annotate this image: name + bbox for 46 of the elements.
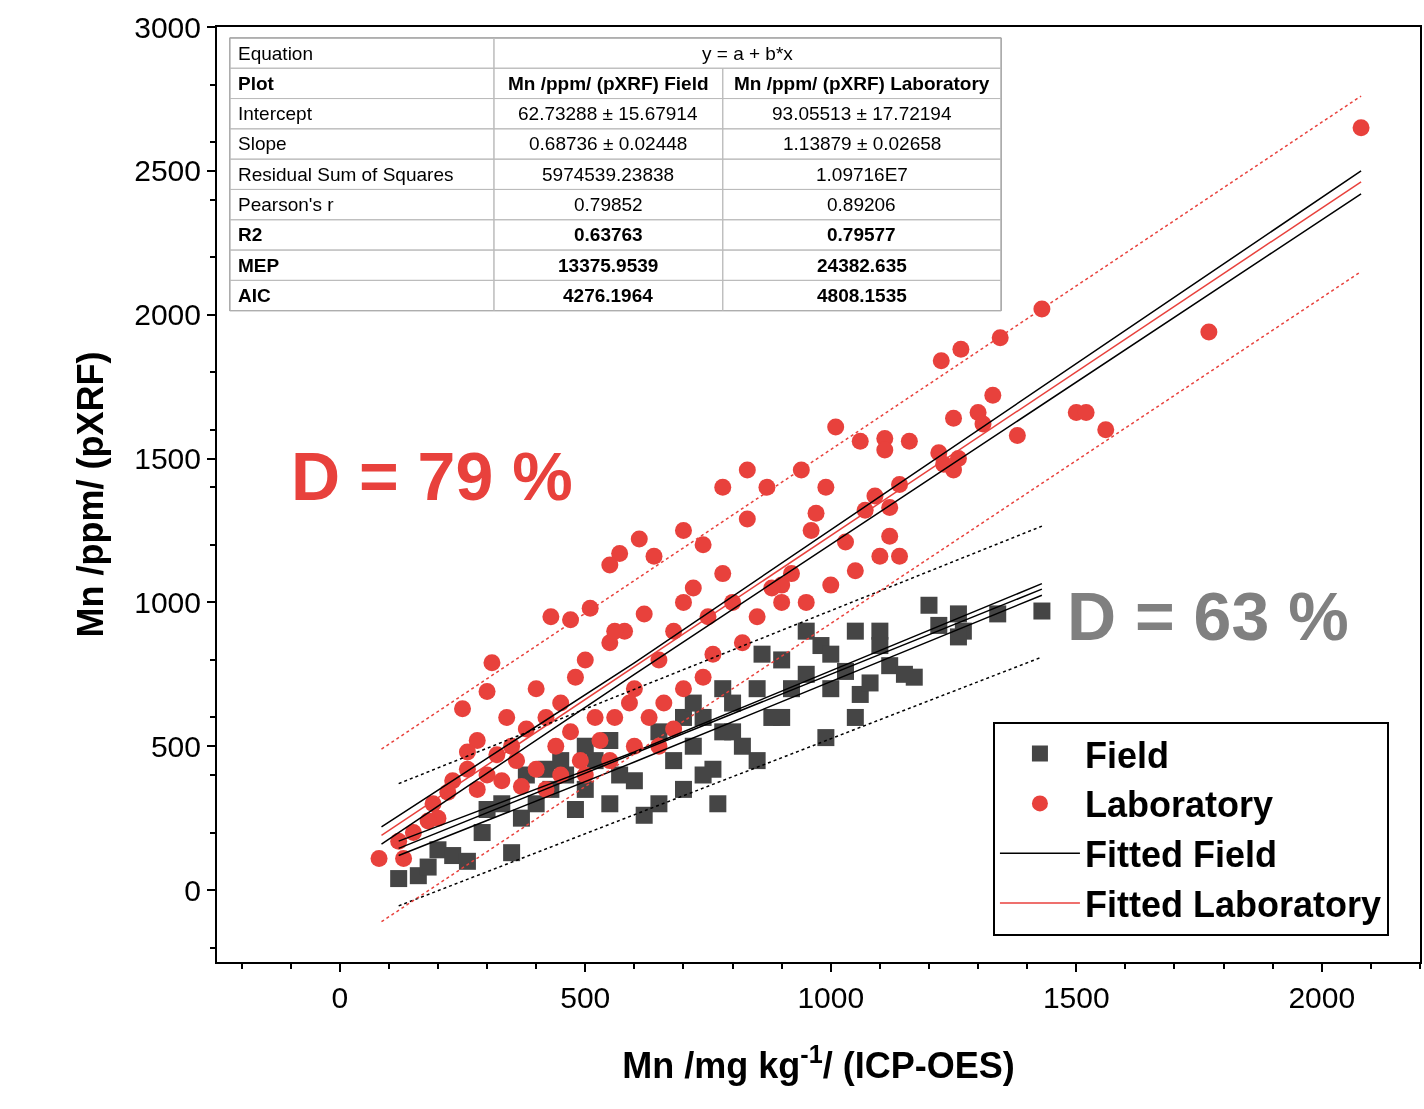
annotation: 93.05513 ± 17.72194 (772, 103, 952, 124)
y-axis-title: Mn /ppm/ (pXRF) (69, 351, 111, 638)
annotation: 4276.1964 (563, 285, 654, 306)
annotation: Equation (238, 43, 314, 64)
annotation: y = a + b*x (702, 43, 794, 64)
annotation: 13375.9539 (558, 255, 659, 276)
y-tick-label: 0 (184, 873, 201, 907)
y-tick-label: 2000 (134, 298, 201, 332)
x-tick-label: 1500 (1042, 981, 1110, 1014)
annotation: 0.89206 (827, 194, 896, 215)
annotation: 5974539.23838 (542, 164, 675, 185)
annotation: Plot (238, 73, 275, 94)
annotation: Mn /ppm/ (pXRF) Laboratory (734, 73, 990, 94)
annotation: R2 (238, 224, 263, 245)
annotation: MEP (238, 255, 280, 276)
annotation: 4808.1535 (817, 285, 908, 306)
annotation: 0.79577 (827, 224, 896, 245)
legend-label: Fitted Laboratory (1084, 884, 1381, 926)
annotation: Intercept (238, 103, 313, 124)
annotation: AIC (238, 285, 271, 306)
y-tick-label: 1000 (134, 585, 201, 619)
annotation: Residual Sum of Squares (238, 164, 454, 185)
annotation: 1.09716E7 (816, 164, 908, 185)
legend-label: Laboratory (1084, 784, 1273, 826)
y-tick-label: 3000 (134, 10, 201, 44)
annotation: D = 63 % (1067, 578, 1349, 654)
annotation: 0.63763 (574, 224, 643, 245)
x-axis-title: Mn /mg kg$^{-1}$/ (ICP-OES) (622, 1040, 1015, 1087)
annotation: D = 79 % (291, 438, 573, 514)
annotation: 24382.635 (817, 255, 908, 276)
annotation: 1.13879 ± 0.02658 (783, 133, 942, 154)
annotation: 62.73288 ± 15.67914 (518, 103, 698, 124)
y-tick-label: 2500 (134, 154, 201, 188)
x-tick-label: 1000 (797, 981, 865, 1014)
annotation: Slope (238, 133, 287, 154)
annotation: Mn /ppm/ (pXRF) Field (508, 73, 709, 94)
x-tick-label: 0 (331, 981, 349, 1014)
y-tick-label: 500 (150, 729, 201, 763)
legend-label: Field (1084, 734, 1169, 776)
annotation: 0.68736 ± 0.02448 (529, 133, 688, 154)
y-tick-label: 1500 (134, 442, 201, 476)
x-tick-label: 500 (560, 981, 611, 1014)
annotation: Pearson's r (238, 194, 335, 215)
annotation: 0.79852 (574, 194, 643, 215)
x-tick-label: 2000 (1288, 981, 1356, 1014)
legend-label: Fitted Field (1084, 834, 1277, 876)
